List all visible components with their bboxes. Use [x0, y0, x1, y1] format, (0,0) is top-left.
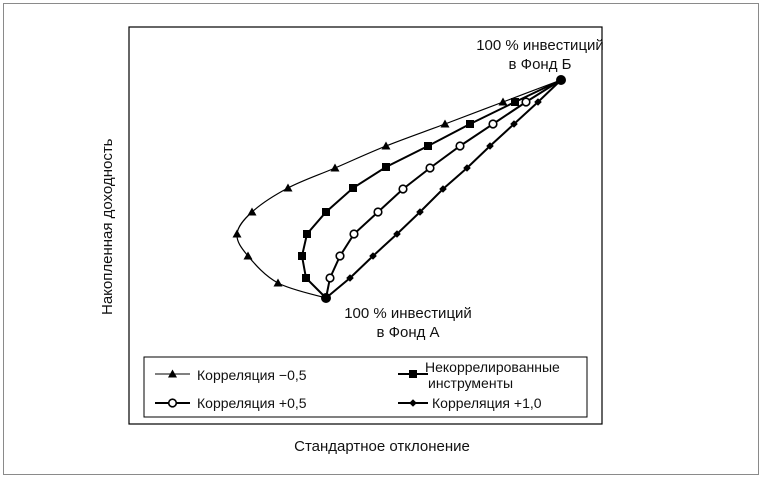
data-point-corr-pos10-5 [439, 185, 447, 193]
legend-label-corr-pos05: Корреляция +0,5 [197, 395, 307, 411]
data-point-corr-pos10-6 [463, 164, 471, 172]
data-point-uncorrelated-2 [298, 252, 306, 260]
data-point-corr-pos10-8 [510, 120, 518, 128]
data-point-corr-neg05-6 [330, 163, 340, 172]
data-point-uncorrelated-9 [511, 98, 519, 106]
y-axis-label: Накопленная доходность [99, 138, 116, 315]
annotation-fund-b-line2: в Фонд Б [508, 56, 572, 73]
data-point-corr-pos05-7 [455, 141, 465, 151]
legend-symbols [155, 369, 428, 408]
annotation-fund-a-line1: 100 % инвестиций [344, 305, 472, 322]
legend-label-uncorrelated-line1: Некоррелированные [425, 359, 560, 375]
data-point-corr-pos10-9 [534, 98, 542, 106]
data-point-corr-pos05-1 [325, 273, 335, 283]
plot-area [128, 26, 603, 425]
x-axis-label: Стандартное отклонение [294, 438, 470, 455]
data-point-uncorrelated-3 [303, 230, 311, 238]
legend-label-uncorrelated-line2: инструменты [428, 375, 514, 391]
data-point-corr-pos05-4 [373, 207, 383, 217]
data-point-uncorrelated-5 [349, 184, 357, 192]
data-point-corr-neg05-1 [273, 278, 283, 287]
data-point-corr-pos05-9 [521, 97, 531, 107]
data-point-corr-neg05-5 [283, 183, 293, 192]
annotation-fund-b: 100 % инвестиций в Фонд Б [460, 36, 620, 74]
data-point-corr-neg05-8 [440, 119, 450, 128]
endpoint-fund-b [556, 75, 566, 85]
data-point-corr-pos05-3 [349, 229, 359, 239]
legend-marker-corr-pos05 [167, 398, 178, 408]
data-point-uncorrelated-4 [322, 208, 330, 216]
legend-marker-corr-pos10 [409, 399, 417, 407]
data-point-corr-pos10-1 [346, 274, 354, 282]
data-point-uncorrelated-6 [382, 163, 390, 171]
legend-label-corr-neg05: Корреляция −0,5 [197, 367, 307, 383]
data-point-uncorrelated-1 [302, 274, 310, 282]
data-point-corr-pos05-5 [398, 184, 408, 194]
data-point-corr-pos05-6 [425, 163, 435, 173]
legend-marker-uncorrelated [409, 370, 417, 378]
annotation-fund-a: 100 % инвестиций в Фонд А [328, 304, 488, 342]
data-point-corr-neg05-3 [232, 229, 242, 238]
legend-label-uncorrelated: Некоррелированные инструменты [425, 359, 560, 391]
data-point-corr-neg05-4 [247, 207, 257, 216]
data-point-corr-pos05-8 [488, 119, 498, 129]
data-point-corr-pos10-7 [486, 142, 494, 150]
endpoint-fund-a [321, 293, 331, 303]
data-point-corr-pos10-4 [416, 208, 424, 216]
annotation-fund-a-line2: в Фонд А [376, 324, 440, 341]
data-point-uncorrelated-8 [466, 120, 474, 128]
legend-box [143, 356, 588, 418]
data-point-corr-neg05-2 [243, 251, 253, 260]
series-line-uncorrelated [300, 79, 562, 299]
series-layer [232, 75, 566, 303]
data-point-corr-pos05-2 [335, 251, 345, 261]
data-point-uncorrelated-7 [424, 142, 432, 150]
data-point-corr-pos10-3 [393, 230, 401, 238]
legend-marker-corr-neg05 [168, 369, 177, 378]
data-point-corr-neg05-7 [381, 141, 391, 150]
legend-label-corr-pos10: Корреляция +1,0 [432, 395, 542, 411]
data-point-corr-pos10-2 [369, 252, 377, 260]
annotation-fund-b-line1: 100 % инвестиций [476, 37, 604, 54]
data-point-corr-neg05-9 [498, 97, 508, 106]
